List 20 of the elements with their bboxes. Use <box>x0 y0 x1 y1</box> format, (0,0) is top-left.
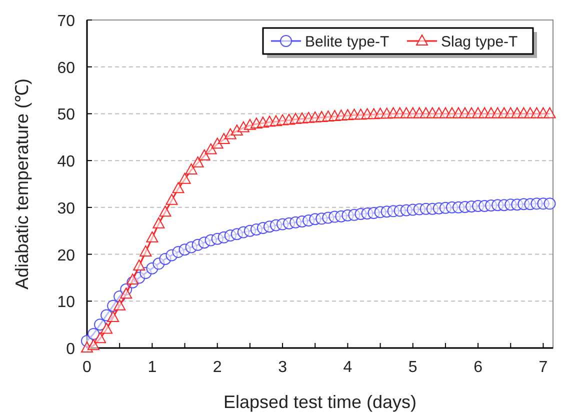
y-tick-label: 30 <box>57 200 76 218</box>
y-axis-title: Adiabatic temperature (℃) <box>12 78 32 290</box>
x-tick-label: 1 <box>148 359 157 376</box>
x-tick-label: 2 <box>212 359 222 376</box>
y-tick-label: 0 <box>66 341 76 358</box>
x-axis-title: Elapsed test time (days) <box>223 392 417 412</box>
y-tick-label: 40 <box>57 154 76 171</box>
x-tick-label: 3 <box>278 359 288 376</box>
x-tick-label: 0 <box>82 359 92 376</box>
x-tick-label: 6 <box>474 359 483 376</box>
legend-label: Belite type-T <box>305 34 390 50</box>
y-tick-label: 10 <box>57 294 76 312</box>
y-tick-label: 20 <box>57 247 76 264</box>
x-tick-label: 7 <box>538 359 548 376</box>
y-tick-label: 60 <box>57 60 76 77</box>
x-tick-label: 5 <box>408 359 418 376</box>
y-tick-label: 70 <box>57 13 76 30</box>
x-tick-label: 4 <box>343 359 352 376</box>
y-tick-label: 50 <box>57 106 76 124</box>
legend-label: Slag type-T <box>441 34 518 50</box>
